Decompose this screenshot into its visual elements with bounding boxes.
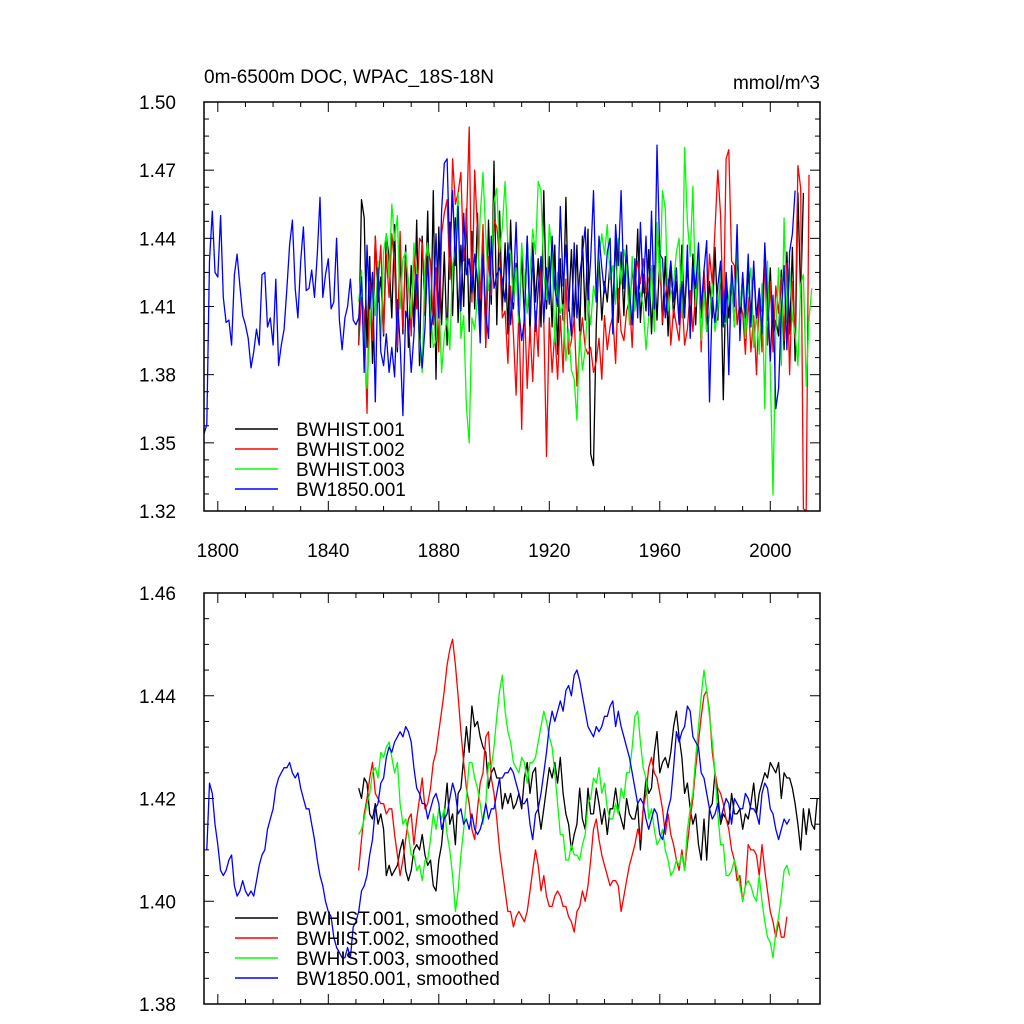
- top-axis-ticks: [204, 101, 820, 512]
- legend-label-bwhist-002-smoothed: BWHIST.002, smoothed: [296, 929, 499, 950]
- legend-label-bwhist-001: BWHIST.001: [296, 420, 405, 441]
- y-tick-label: 1.38: [139, 366, 176, 387]
- series-line-bw1850-001: [203, 144, 796, 434]
- x-tick-label: 1840: [307, 541, 349, 562]
- chart-title: 0m-6500m DOC, WPAC_18S-18N: [204, 67, 494, 88]
- series-line-bw1850-001-smoothed: [206, 669, 791, 959]
- y-tick-label: 1.46: [139, 584, 176, 605]
- bottom-series-lines: [206, 638, 818, 959]
- top-plot-frame: [203, 101, 821, 512]
- y-tick-label: 1.38: [139, 995, 176, 1016]
- series-line-bwhist-002: [358, 126, 810, 512]
- y-tick-label: 1.35: [139, 434, 176, 455]
- top-panel: 0m-6500m DOC, WPAC_18S-18N mmol/m^3 1.32…: [139, 67, 821, 562]
- bottom-plot-frame: [203, 592, 821, 1005]
- bottom-panel: 1.38 1.40 1.42 1.44 1.46 BWHIST.001, smoothe…: [139, 584, 821, 1016]
- y-tick-label: 1.47: [139, 161, 176, 182]
- series-line-bwhist-003: [358, 146, 813, 496]
- y-tick-label: 1.40: [139, 892, 176, 913]
- y-tick-label: 1.32: [139, 502, 176, 523]
- legend-label-bwhist-001-smoothed: BWHIST.001, smoothed: [296, 909, 499, 930]
- series-line-bwhist-001-smoothed: [358, 705, 818, 892]
- series-line-bwhist-003-smoothed: [358, 669, 791, 959]
- legend-label-bwhist-002: BWHIST.002: [296, 440, 405, 461]
- units-label: mmol/m^3: [733, 73, 820, 94]
- y-tick-label: 1.44: [139, 687, 176, 708]
- legend-label-bwhist-003-smoothed: BWHIST.003, smoothed: [296, 949, 499, 970]
- x-tick-label: 1880: [418, 541, 460, 562]
- y-tick-label: 1.42: [139, 790, 176, 811]
- legend-label-bw1850-001: BW1850.001: [296, 480, 406, 501]
- x-tick-label: 1960: [639, 541, 681, 562]
- top-series-lines: [203, 126, 813, 512]
- y-tick-label: 1.50: [139, 93, 176, 114]
- top-y-tick-labels: 1.32 1.35 1.38 1.41 1.44 1.47 1.50: [139, 93, 176, 523]
- y-tick-label: 1.41: [139, 298, 176, 319]
- top-x-tick-labels: 1800 1840 1880 1920 1960 2000: [197, 541, 792, 562]
- x-tick-label: 1920: [528, 541, 570, 562]
- y-tick-label: 1.44: [139, 229, 176, 250]
- legend-label-bw1850-001-smoothed: BW1850.001, smoothed: [296, 969, 500, 990]
- series-line-bwhist-001: [358, 160, 805, 467]
- x-tick-label: 1800: [197, 541, 239, 562]
- x-tick-label: 2000: [749, 541, 791, 562]
- bottom-y-tick-labels: 1.38 1.40 1.42 1.44 1.46: [139, 584, 176, 1016]
- legend-label-bwhist-003: BWHIST.003: [296, 460, 405, 481]
